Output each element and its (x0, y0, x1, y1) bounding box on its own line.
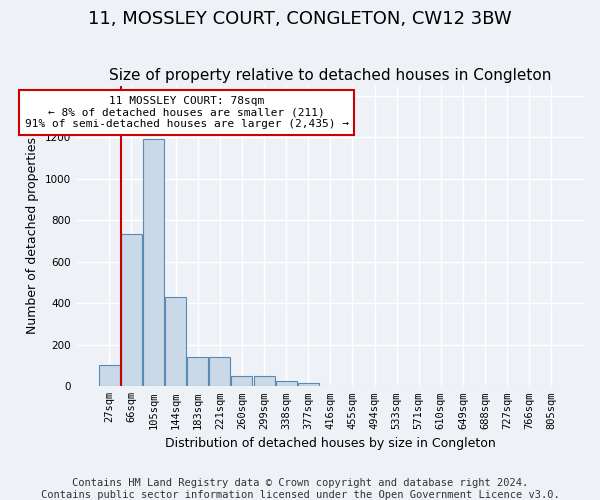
Text: 11, MOSSLEY COURT, CONGLETON, CW12 3BW: 11, MOSSLEY COURT, CONGLETON, CW12 3BW (88, 10, 512, 28)
Bar (187, 358, 208, 386)
Bar (275, 381, 296, 386)
Bar (298, 383, 319, 386)
Bar (99, 364, 120, 386)
Bar (143, 140, 164, 386)
Bar (165, 297, 186, 386)
Bar (121, 234, 142, 386)
Y-axis label: Number of detached properties: Number of detached properties (26, 138, 39, 334)
Text: 11 MOSSLEY COURT: 78sqm
← 8% of detached houses are smaller (211)
91% of semi-de: 11 MOSSLEY COURT: 78sqm ← 8% of detached… (25, 96, 349, 129)
Bar (232, 376, 253, 386)
Bar (209, 358, 230, 386)
X-axis label: Distribution of detached houses by size in Congleton: Distribution of detached houses by size … (165, 437, 496, 450)
Title: Size of property relative to detached houses in Congleton: Size of property relative to detached ho… (109, 68, 551, 83)
Bar (254, 376, 275, 386)
Text: Contains HM Land Registry data © Crown copyright and database right 2024.
Contai: Contains HM Land Registry data © Crown c… (41, 478, 559, 500)
